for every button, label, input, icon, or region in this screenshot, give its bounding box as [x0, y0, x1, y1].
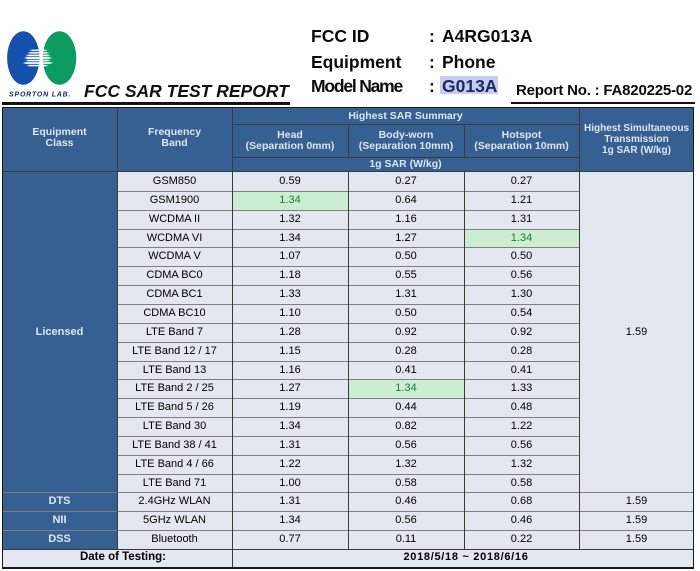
svg-text:SPORTON LAB.: SPORTON LAB.: [9, 92, 71, 99]
